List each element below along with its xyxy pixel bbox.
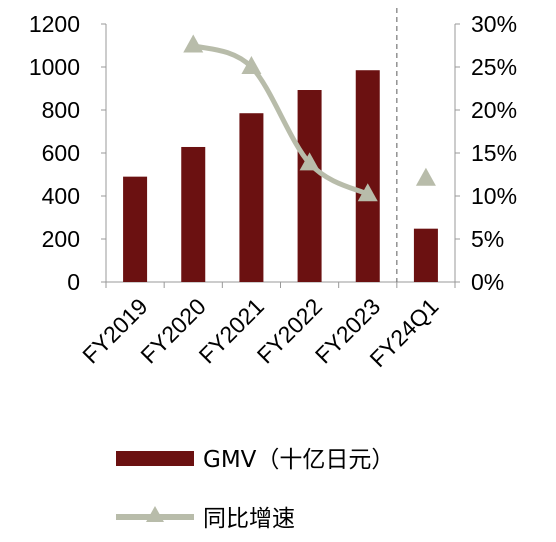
y-left-tick-label: 1000 <box>29 54 80 80</box>
bar-gmv-fy24q1 <box>413 228 438 282</box>
y-right-tick-label: 20% <box>471 97 517 123</box>
growth-marker-fy2021 <box>241 56 262 74</box>
y-right-tick-label: 0% <box>471 269 504 295</box>
y-right-tick-label: 15% <box>471 140 517 166</box>
y-left-tick-label: 200 <box>42 226 80 252</box>
y-left-tick-label: 600 <box>42 140 80 166</box>
legend: GMV（十亿日元） 同比增速 <box>116 447 394 532</box>
y-left-tick-label: 0 <box>67 269 80 295</box>
legend-swatch-gmv <box>116 451 194 466</box>
bar-gmv-fy2021 <box>239 113 264 282</box>
growth-marker-fy2020 <box>183 34 204 53</box>
y-right-tick-label: 5% <box>471 226 504 252</box>
growth-marker-fy24q1 <box>415 167 436 186</box>
growth-marker-fy2023 <box>357 183 378 202</box>
bar-gmv-fy2023 <box>355 70 380 282</box>
growth-line <box>190 43 371 197</box>
plot-area: 0 200 400 600 800 1000 1200 0% 5% 10% 15% 20% 25% 30%… <box>29 8 517 372</box>
legend-label-growth: 同比增速 <box>203 506 295 532</box>
y-left-tick-label: 400 <box>42 183 80 209</box>
legend-label-gmv: GMV（十亿日元） <box>203 447 394 473</box>
y-right-tick-label: 30% <box>471 11 517 37</box>
legend-swatch-growth-marker <box>146 506 164 522</box>
bar-gmv-fy2020 <box>181 146 206 282</box>
bar-gmv-fy2019 <box>123 176 148 282</box>
y-right-tick-label: 10% <box>471 183 517 209</box>
growth-marker-fy2022 <box>299 152 320 171</box>
y-right-tick-label: 25% <box>471 54 517 80</box>
y-left-tick-label: 800 <box>42 97 80 123</box>
bar-gmv-fy2022 <box>297 90 322 282</box>
y-left-tick-label: 1200 <box>29 11 80 37</box>
